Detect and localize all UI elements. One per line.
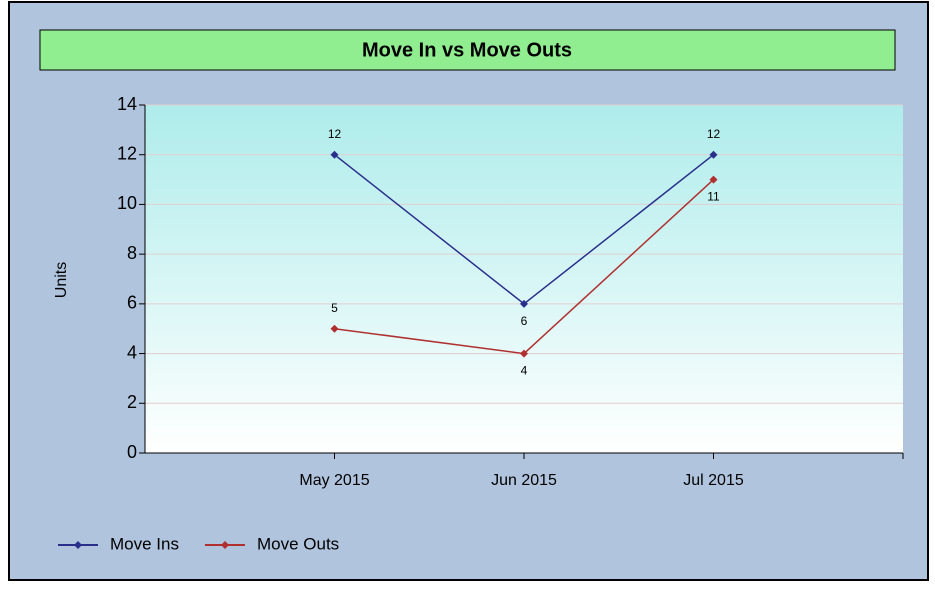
y-tick-label: 8 xyxy=(127,243,137,263)
y-tick-label: 2 xyxy=(127,392,137,412)
data-label: 6 xyxy=(521,314,528,328)
y-tick-label: 12 xyxy=(117,143,137,163)
chart-title: Move In vs Move Outs xyxy=(362,39,572,61)
plot-area xyxy=(145,105,903,453)
legend-marker xyxy=(220,541,229,549)
data-label: 11 xyxy=(707,190,720,204)
point xyxy=(330,324,339,333)
x-tick-label: May 2015 xyxy=(299,472,369,489)
legend-label: Move Ins xyxy=(110,534,179,553)
y-tick-label: 4 xyxy=(127,342,137,362)
title-box xyxy=(39,29,896,71)
point xyxy=(330,150,339,159)
legend-label: Move Outs xyxy=(257,534,339,553)
y-axis-label: Units xyxy=(53,262,70,298)
data-label: 4 xyxy=(521,364,528,378)
y-tick-label: 0 xyxy=(127,442,137,462)
data-label: 5 xyxy=(331,301,338,315)
y-tick-label: 14 xyxy=(117,94,137,114)
y-tick-label: 10 xyxy=(117,193,137,213)
x-tick-label: Jul 2015 xyxy=(683,472,744,489)
point xyxy=(520,299,528,308)
data-label: 12 xyxy=(707,127,721,141)
data-label: 12 xyxy=(328,127,342,141)
x-tick-label: Jun 2015 xyxy=(491,472,557,489)
y-tick-label: 6 xyxy=(127,293,137,313)
point xyxy=(709,175,718,184)
point xyxy=(520,349,528,358)
legend-marker xyxy=(74,541,82,549)
point xyxy=(709,150,718,159)
